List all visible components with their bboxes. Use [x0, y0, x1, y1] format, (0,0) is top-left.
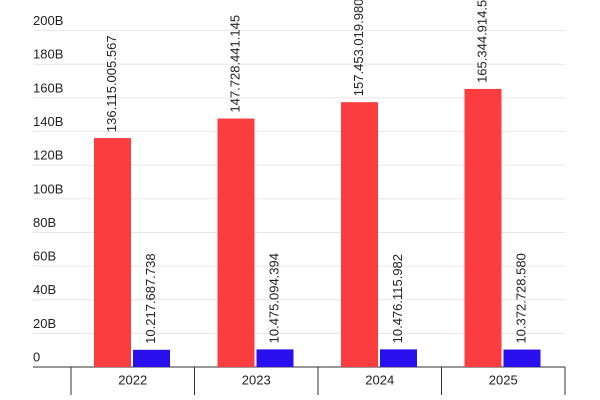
y-tick-label: 60B: [33, 249, 56, 264]
y-tick-label: 120B: [33, 148, 63, 163]
bar: [341, 102, 378, 367]
bar: [503, 349, 541, 367]
y-tick-label: 0: [33, 349, 40, 364]
y-tick-label: 160B: [33, 80, 63, 95]
value-label: 10.476.115.982: [390, 254, 405, 343]
bar: [256, 349, 294, 367]
value-label: 157.453.019.980: [351, 0, 366, 96]
x-tick-label: 2025: [489, 372, 518, 387]
bar: [217, 118, 255, 367]
y-tick-label: 100B: [33, 181, 63, 196]
y-tick-label: 180B: [33, 47, 63, 62]
value-label: 165.344.914.500: [474, 0, 489, 83]
y-tick-label: 140B: [33, 114, 63, 129]
bar: [133, 349, 170, 367]
y-tick-label: 40B: [33, 282, 56, 297]
value-label: 10.475.094.394: [266, 253, 281, 343]
value-label: 136.115.005.567: [104, 35, 119, 132]
x-tick-label: 2022: [118, 372, 147, 387]
bar: [380, 349, 417, 367]
value-label: 10.217.687.738: [143, 253, 158, 343]
bar: [464, 88, 502, 367]
y-tick-label: 20B: [33, 316, 56, 331]
y-tick-label: 80B: [33, 215, 56, 230]
value-label: 147.728.441.145: [227, 15, 242, 113]
x-tick-label: 2024: [365, 372, 394, 387]
y-tick-label: 200B: [33, 13, 63, 28]
bar: [94, 138, 131, 367]
value-label: 10.372.728.580: [513, 253, 528, 343]
x-tick-label: 2023: [242, 372, 271, 387]
